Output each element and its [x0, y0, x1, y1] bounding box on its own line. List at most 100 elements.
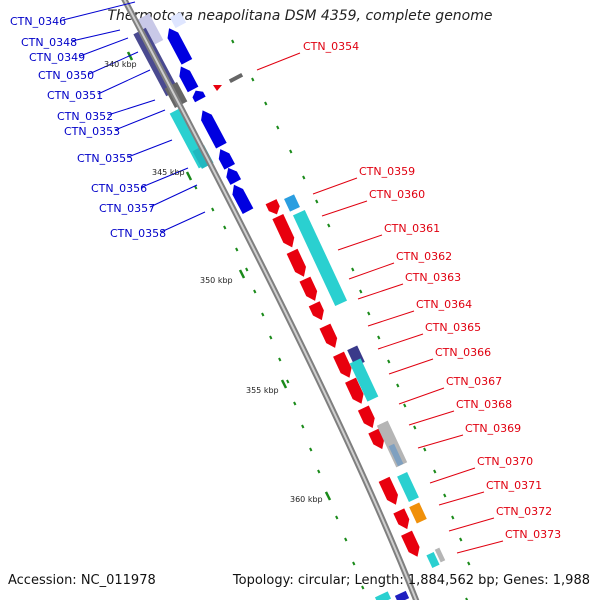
tick-mark — [359, 289, 363, 294]
leader-line — [388, 358, 434, 375]
leader-line — [114, 109, 166, 131]
tick-mark — [293, 401, 297, 406]
forward-cds-arrow — [333, 351, 352, 378]
backbone-layer — [121, 0, 420, 600]
kbp-label: 355 kbp — [246, 386, 279, 395]
tick-mark — [278, 357, 282, 362]
tick-mark — [231, 39, 235, 44]
tick-mark — [443, 493, 447, 498]
reverse-gene-label: CTN_0348 — [21, 36, 77, 49]
leader-line — [438, 491, 485, 506]
reverse-gene-label: CTN_0357 — [99, 202, 155, 215]
leader-line — [62, 1, 136, 21]
kbp-label: 350 kbp — [200, 276, 233, 285]
tick-mark — [367, 311, 371, 316]
reverse-gene-label: CTN_0352 — [57, 110, 113, 123]
forward-gene-label: CTN_0371 — [486, 479, 542, 492]
forward-cds-arrow — [299, 276, 318, 301]
tick-mark — [403, 403, 407, 408]
topology-text: Topology: circular; Length: 1,884,562 bp… — [232, 573, 590, 588]
leader-layer — [62, 1, 504, 554]
tick-layer — [126, 39, 471, 600]
tick-mark — [315, 199, 319, 204]
kbp-label: 345 kbp — [152, 168, 185, 177]
leader-line — [312, 177, 358, 195]
tick-mark — [361, 585, 365, 590]
tick-mark — [327, 223, 331, 228]
reverse-gene-label: CTN_0356 — [91, 182, 147, 195]
leader-line — [429, 467, 476, 484]
forward-gene-label: CTN_0360 — [369, 188, 425, 201]
forward-gene-label: CTN_0359 — [359, 165, 415, 178]
tick-mark — [194, 185, 198, 190]
forward-feature — [394, 590, 410, 600]
tick-mark — [289, 149, 293, 154]
forward-gene-label: CTN_0364 — [416, 298, 472, 311]
forward-gene-label: CTN_0373 — [505, 528, 561, 541]
forward-gene-label: CTN_0361 — [384, 222, 440, 235]
leader-line — [107, 99, 156, 116]
forward-feature — [284, 194, 300, 212]
forward-gene-label: CTN_0365 — [425, 321, 481, 334]
tick-mark — [223, 225, 227, 230]
reverse-cds-arrow — [167, 28, 193, 65]
reverse-gene-label: CTN_0353 — [64, 125, 120, 138]
reverse-gene-label: CTN_0350 — [38, 69, 94, 82]
leader-line — [377, 333, 424, 350]
tick-mark — [264, 101, 268, 106]
reverse-gene-label: CTN_0349 — [29, 51, 85, 64]
forward-gene-label: CTN_0369 — [465, 422, 521, 435]
tick-mark — [245, 267, 249, 272]
tick-mark — [269, 335, 273, 340]
leader-line — [398, 387, 445, 405]
forward-feature — [292, 209, 348, 307]
reverse-feature — [169, 11, 187, 29]
forward-gene-label: CTN_0372 — [496, 505, 552, 518]
forward-gene-label: CTN_0368 — [456, 398, 512, 411]
leader-line — [71, 29, 121, 42]
tick-mark — [433, 469, 437, 474]
tick-mark — [276, 125, 280, 130]
leader-line — [408, 410, 455, 426]
tick-mark — [387, 359, 391, 364]
leader-line — [357, 283, 404, 300]
kbp-layer: 340 kbp 345 kbp 350 kbp 355 kbp 360 kbp — [104, 60, 323, 504]
forward-gene-label: CTN_0370 — [477, 455, 533, 468]
kbp-label: 360 kbp — [290, 495, 323, 504]
forward-gene-label: CTN_0362 — [396, 250, 452, 263]
tick-mark — [286, 379, 290, 384]
forward-feature — [213, 85, 222, 91]
forward-cds-arrow — [308, 301, 324, 321]
leader-line — [88, 51, 139, 75]
genome-title: Thermotoga neapolitana DSM 4359, complet… — [107, 8, 493, 24]
forward-cds-arrow — [393, 508, 410, 530]
leader-line — [256, 52, 301, 71]
tick-mark — [335, 515, 339, 520]
leader-line — [417, 434, 464, 449]
forward-gene-label: CTN_0366 — [435, 346, 491, 359]
forward-cds-arrow — [345, 377, 364, 404]
leader-line — [367, 310, 415, 327]
tick-mark — [309, 447, 313, 452]
backbone-highlight — [123, 0, 418, 600]
kbp-label: 340 kbp — [104, 60, 137, 69]
tick-mark — [211, 207, 215, 212]
reverse-cds-arrow — [226, 167, 242, 185]
leader-line — [149, 184, 198, 208]
label-layer: CTN_0346 CTN_0348 CTN_0349 CTN_0350 CTN_0351… — [10, 15, 561, 541]
forward-feature — [349, 358, 379, 402]
leader-line — [321, 200, 368, 217]
forward-cds-arrow — [378, 476, 398, 505]
forward-gene-label: CTN_0354 — [303, 40, 359, 53]
leader-line — [160, 211, 206, 233]
tick-mark — [317, 469, 321, 474]
tick-mark — [261, 312, 265, 317]
leader-line — [127, 139, 173, 158]
forward-feature — [388, 443, 404, 467]
forward-feature — [409, 502, 427, 524]
forward-feature — [374, 591, 392, 600]
tick-mark — [396, 383, 400, 388]
tick-mark — [351, 267, 355, 272]
leader-line — [141, 167, 189, 188]
